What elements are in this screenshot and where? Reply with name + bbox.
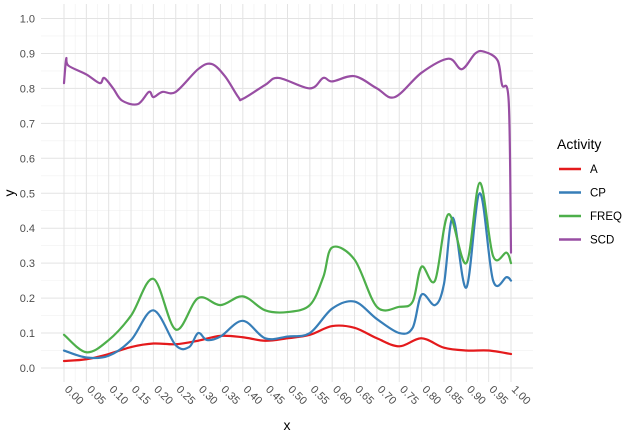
legend-title: Activity (557, 136, 601, 152)
series-line-scd (62, 49, 513, 254)
y-tick-label: 0.9 (20, 48, 35, 60)
x-tick-label: 0.15 (129, 384, 153, 408)
y-tick-label: 0.3 (20, 258, 35, 270)
y-tick-label: 0.4 (20, 223, 35, 235)
grid-major (41, 4, 533, 382)
x-tick-label: 0.80 (419, 384, 443, 408)
x-tick-label: 1.00 (509, 384, 533, 408)
y-axis-title: y (1, 190, 17, 197)
legend-label-freq: FREQ (590, 211, 622, 223)
y-axis-ticks: 0.0 0.1 0.2 0.3 0.4 0.5 0.6 0.7 0.8 0.9 1.0 (20, 14, 35, 376)
x-tick-label: 0.20 (151, 384, 175, 408)
series-line-freq (62, 181, 513, 354)
x-tick-label: 0.70 (375, 384, 399, 408)
x-tick-label: 0.60 (330, 384, 354, 408)
x-axis-title: x (284, 417, 291, 433)
series-line-a (62, 324, 513, 363)
x-tick-label: 0.65 (352, 384, 376, 408)
y-tick-label: 0.6 (20, 153, 35, 165)
x-tick-label: 0.35 (218, 384, 242, 408)
x-tick-label: 0.95 (487, 384, 511, 408)
x-tick-label: 0.40 (241, 384, 265, 408)
legend-label-a: A (590, 164, 598, 176)
x-tick-label: 0.30 (196, 384, 220, 408)
x-tick-label: 0.25 (174, 384, 198, 408)
legend-label-cp: CP (590, 188, 606, 200)
x-tick-label: 0.45 (263, 384, 287, 408)
y-tick-label: 1.0 (20, 14, 35, 26)
x-axis-ticks: 0.000.050.100.150.200.250.300.350.400.45… (62, 384, 533, 408)
y-tick-label: 0.1 (20, 328, 35, 340)
x-tick-label: 0.00 (62, 384, 86, 408)
y-tick-label: 0.2 (20, 293, 35, 305)
x-tick-label: 0.50 (285, 384, 309, 408)
y-tick-label: 0.7 (20, 118, 35, 130)
legend: Activity A CP FREQ SCD (557, 136, 622, 247)
x-tick-label: 0.75 (397, 384, 421, 408)
series-layer (62, 49, 513, 363)
x-tick-label: 0.05 (84, 384, 108, 408)
x-tick-label: 0.55 (308, 384, 332, 408)
x-tick-label: 0.10 (107, 384, 131, 408)
x-tick-label: 0.90 (464, 384, 488, 408)
series-line-cp (62, 192, 513, 360)
y-tick-label: 0.5 (20, 188, 35, 200)
legend-label-scd: SCD (590, 235, 614, 247)
x-tick-label: 0.85 (442, 384, 466, 408)
y-tick-label: 0.0 (20, 363, 35, 375)
y-tick-label: 0.8 (20, 83, 35, 95)
